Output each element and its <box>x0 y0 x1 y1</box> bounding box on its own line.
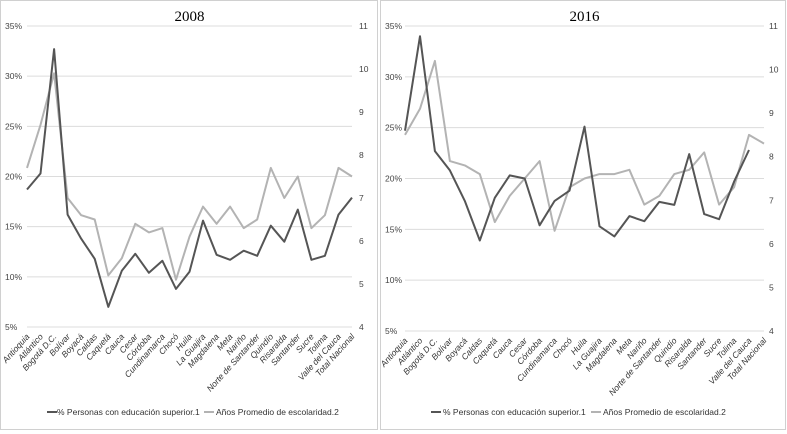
left-tick-label: 35% <box>5 21 22 31</box>
right-tick-label: 4 <box>769 326 774 336</box>
legend-label: Años Promedio de escolaridad.2 <box>216 407 339 417</box>
left-tick-label: 5% <box>5 322 18 332</box>
series-line-escolaridad <box>26 72 353 281</box>
right-tick-label: 10 <box>359 64 369 74</box>
right-tick-label: 10 <box>769 65 779 75</box>
left-tick-label: 15% <box>385 224 402 234</box>
right-tick-label: 7 <box>359 193 364 203</box>
chart-title: 2016 <box>570 9 601 25</box>
chart-panel-2008: 2008 5% 10% 15% 20% 25% 30% 35% 4 5 6 7 8 9 10 11 Antioq… <box>0 0 378 430</box>
right-tick-label: 11 <box>359 21 368 31</box>
series-line-educacion-superior <box>404 35 750 242</box>
left-tick-label: 30% <box>5 71 22 81</box>
right-tick-label: 9 <box>769 108 774 118</box>
left-tick-label: 5% <box>385 326 398 336</box>
legend-label: % Personas con educación superior.1 <box>443 407 586 417</box>
right-tick-label: 8 <box>769 152 774 162</box>
left-tick-label: 20% <box>5 172 22 182</box>
series-line-escolaridad <box>404 59 765 232</box>
right-tick-label: 6 <box>359 236 364 246</box>
right-tick-label: 11 <box>769 21 778 31</box>
chart-2016-svg: 20165%10%15%20%25%30%35%4567891011Antioq… <box>378 9 779 417</box>
right-tick-label: 6 <box>769 239 774 249</box>
legend-label: % Personas con educación superior.1 <box>57 407 200 417</box>
chart-panel-2016: 2016 5% 10% 15% 20% 25% 30% 35% 4 5 6 7 8 9 10 11 Antioq… <box>378 0 786 430</box>
right-tick-label: 8 <box>359 150 364 160</box>
right-tick-label: 5 <box>359 279 364 289</box>
left-tick-label: 25% <box>385 123 402 133</box>
series-line-educacion-superior <box>26 48 353 308</box>
legend-label: Años Promedio de escolaridad.2 <box>603 407 726 417</box>
left-tick-label: 30% <box>385 72 402 82</box>
left-tick-label: 10% <box>5 272 22 282</box>
right-tick-label: 4 <box>359 322 364 332</box>
chart-2008-svg: 20085%10%15%20%25%30%35%4567891011Antioq… <box>0 9 369 417</box>
right-tick-label: 7 <box>769 195 774 205</box>
left-tick-label: 10% <box>385 275 402 285</box>
right-tick-label: 5 <box>769 282 774 292</box>
left-tick-label: 35% <box>385 21 402 31</box>
left-tick-label: 15% <box>5 222 22 232</box>
left-tick-label: 20% <box>385 174 402 184</box>
chart-title: 2008 <box>175 9 205 25</box>
right-tick-label: 9 <box>359 107 364 117</box>
left-tick-label: 25% <box>5 121 22 131</box>
